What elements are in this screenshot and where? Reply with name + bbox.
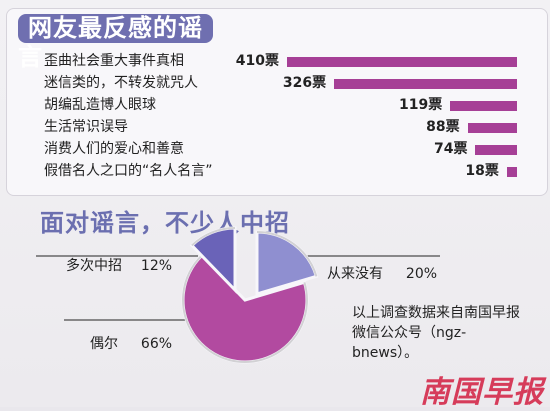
bar-1 — [334, 79, 517, 89]
bar-value-1: 326票 — [282, 75, 327, 91]
label-sometimes-pct: 66% — [140, 336, 173, 352]
bar-value-3: 88票 — [426, 119, 460, 135]
pie-slice-edge-0 — [256, 231, 318, 277]
bar-value-4: 74票 — [434, 141, 468, 157]
bar-value-5: 18票 — [465, 163, 499, 179]
pie-slice-edge-1 — [182, 254, 308, 363]
bar-2 — [450, 101, 517, 111]
bar-label-3: 生活常识误导 — [44, 119, 128, 135]
pie-slice-0 — [255, 230, 319, 297]
bar-5 — [506, 167, 517, 177]
label-multiple-pct: 12% — [140, 258, 173, 274]
bar-chart-title: 网友最反感的谣言 — [18, 14, 213, 71]
bar-4 — [475, 145, 517, 155]
bar-label-4: 消费人们的爱心和善意 — [44, 141, 184, 157]
newspaper-watermark: 南国早报 — [420, 375, 544, 410]
label-sometimes: 偶尔 66% — [90, 336, 173, 352]
pie-slice-1 — [181, 253, 309, 364]
bar-label-2: 胡编乱造博人眼球 — [44, 97, 156, 113]
pie-slice-2 — [189, 226, 237, 294]
label-never-pct: 20% — [405, 266, 438, 282]
bar-3 — [467, 123, 517, 133]
pie-chart-title: 面对谣言，不少人中招 — [40, 209, 290, 237]
bar-0 — [287, 57, 517, 67]
source-note: 以上调查数据来自南国早报微信公众号（ngz-bnews）。 — [352, 305, 520, 361]
label-never: 从来没有 20% — [327, 266, 438, 282]
bar-label-1: 迷信类的，不转发就咒人 — [44, 75, 198, 91]
pie-slice-edge-2 — [191, 227, 236, 247]
bar-label-5: 假借名人之口的“名人名言” — [44, 163, 213, 179]
bar-value-2: 119票 — [399, 97, 443, 113]
bar-value-0: 410票 — [235, 53, 279, 69]
label-multiple: 多次中招 12% — [66, 258, 173, 274]
bar-label-0: 歪曲社会重大事件真相 — [44, 53, 184, 69]
